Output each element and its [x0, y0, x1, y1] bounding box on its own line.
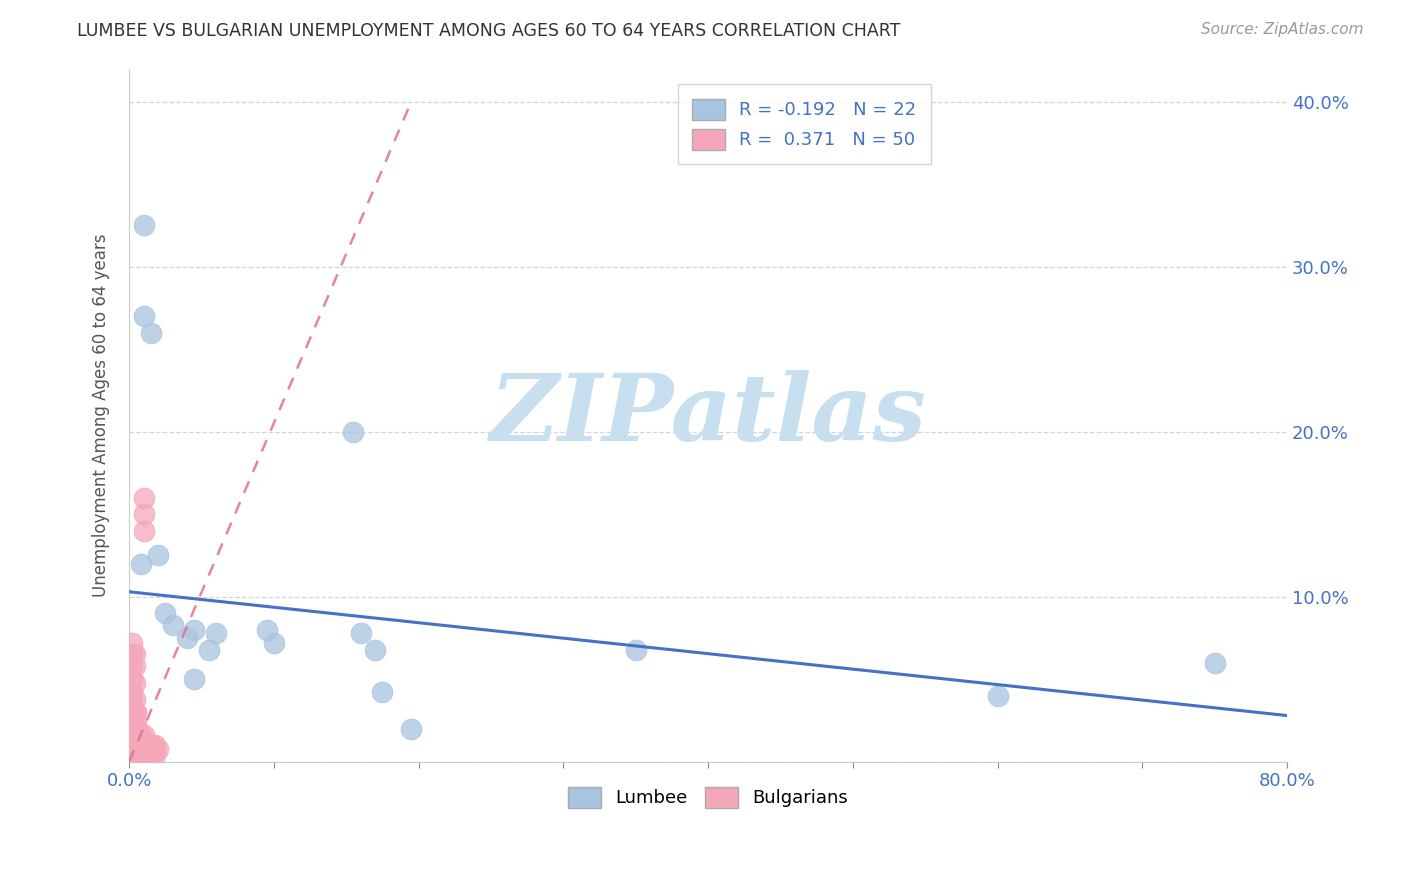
Point	[132, 728, 155, 742]
Point	[141, 739, 163, 753]
Point	[121, 725, 143, 739]
Point	[371, 685, 394, 699]
Point	[121, 705, 143, 719]
Point	[129, 747, 152, 761]
Point	[121, 672, 143, 686]
Point	[401, 722, 423, 736]
Point	[135, 739, 157, 753]
Point	[121, 648, 143, 662]
Point	[132, 507, 155, 521]
Y-axis label: Unemployment Among Ages 60 to 64 years: Unemployment Among Ages 60 to 64 years	[93, 234, 110, 597]
Point	[205, 626, 228, 640]
Point	[124, 739, 146, 753]
Point	[124, 692, 146, 706]
Point	[364, 642, 387, 657]
Point	[146, 549, 169, 563]
Point	[162, 617, 184, 632]
Point	[121, 659, 143, 673]
Point	[128, 725, 150, 739]
Point	[121, 636, 143, 650]
Point	[124, 648, 146, 662]
Point	[128, 735, 150, 749]
Point	[125, 735, 148, 749]
Point	[125, 725, 148, 739]
Point	[125, 748, 148, 763]
Point	[138, 739, 160, 753]
Text: LUMBEE VS BULGARIAN UNEMPLOYMENT AMONG AGES 60 TO 64 YEARS CORRELATION CHART: LUMBEE VS BULGARIAN UNEMPLOYMENT AMONG A…	[77, 22, 901, 40]
Point	[124, 659, 146, 673]
Point	[124, 748, 146, 763]
Point	[121, 743, 143, 757]
Point	[129, 557, 152, 571]
Point	[121, 685, 143, 699]
Point	[128, 745, 150, 759]
Point	[129, 739, 152, 753]
Point	[141, 748, 163, 763]
Point	[183, 623, 205, 637]
Point	[263, 636, 285, 650]
Point	[135, 748, 157, 763]
Point	[624, 642, 647, 657]
Point	[124, 718, 146, 732]
Point	[155, 606, 177, 620]
Point	[350, 626, 373, 640]
Text: ZIPatlas: ZIPatlas	[489, 370, 927, 460]
Point	[256, 623, 278, 637]
Text: Source: ZipAtlas.com: Source: ZipAtlas.com	[1201, 22, 1364, 37]
Point	[138, 747, 160, 761]
Point	[132, 491, 155, 505]
Point	[124, 705, 146, 719]
Point	[1204, 656, 1226, 670]
Point	[183, 672, 205, 686]
Point	[121, 749, 143, 764]
Point	[132, 748, 155, 763]
Point	[342, 425, 364, 439]
Point	[127, 739, 149, 753]
Point	[121, 695, 143, 709]
Point	[127, 747, 149, 761]
Point	[987, 689, 1010, 703]
Point	[124, 675, 146, 690]
Point	[121, 715, 143, 730]
Point	[143, 748, 166, 763]
Point	[197, 642, 219, 657]
Legend: Lumbee, Bulgarians: Lumbee, Bulgarians	[561, 780, 855, 815]
Point	[132, 739, 155, 753]
Point	[139, 326, 162, 340]
Point	[121, 735, 143, 749]
Point	[143, 739, 166, 753]
Point	[146, 741, 169, 756]
Point	[125, 705, 148, 719]
Point	[132, 219, 155, 233]
Point	[132, 524, 155, 538]
Point	[122, 747, 145, 761]
Point	[125, 715, 148, 730]
Point	[176, 631, 198, 645]
Point	[124, 728, 146, 742]
Point	[132, 309, 155, 323]
Point	[129, 728, 152, 742]
